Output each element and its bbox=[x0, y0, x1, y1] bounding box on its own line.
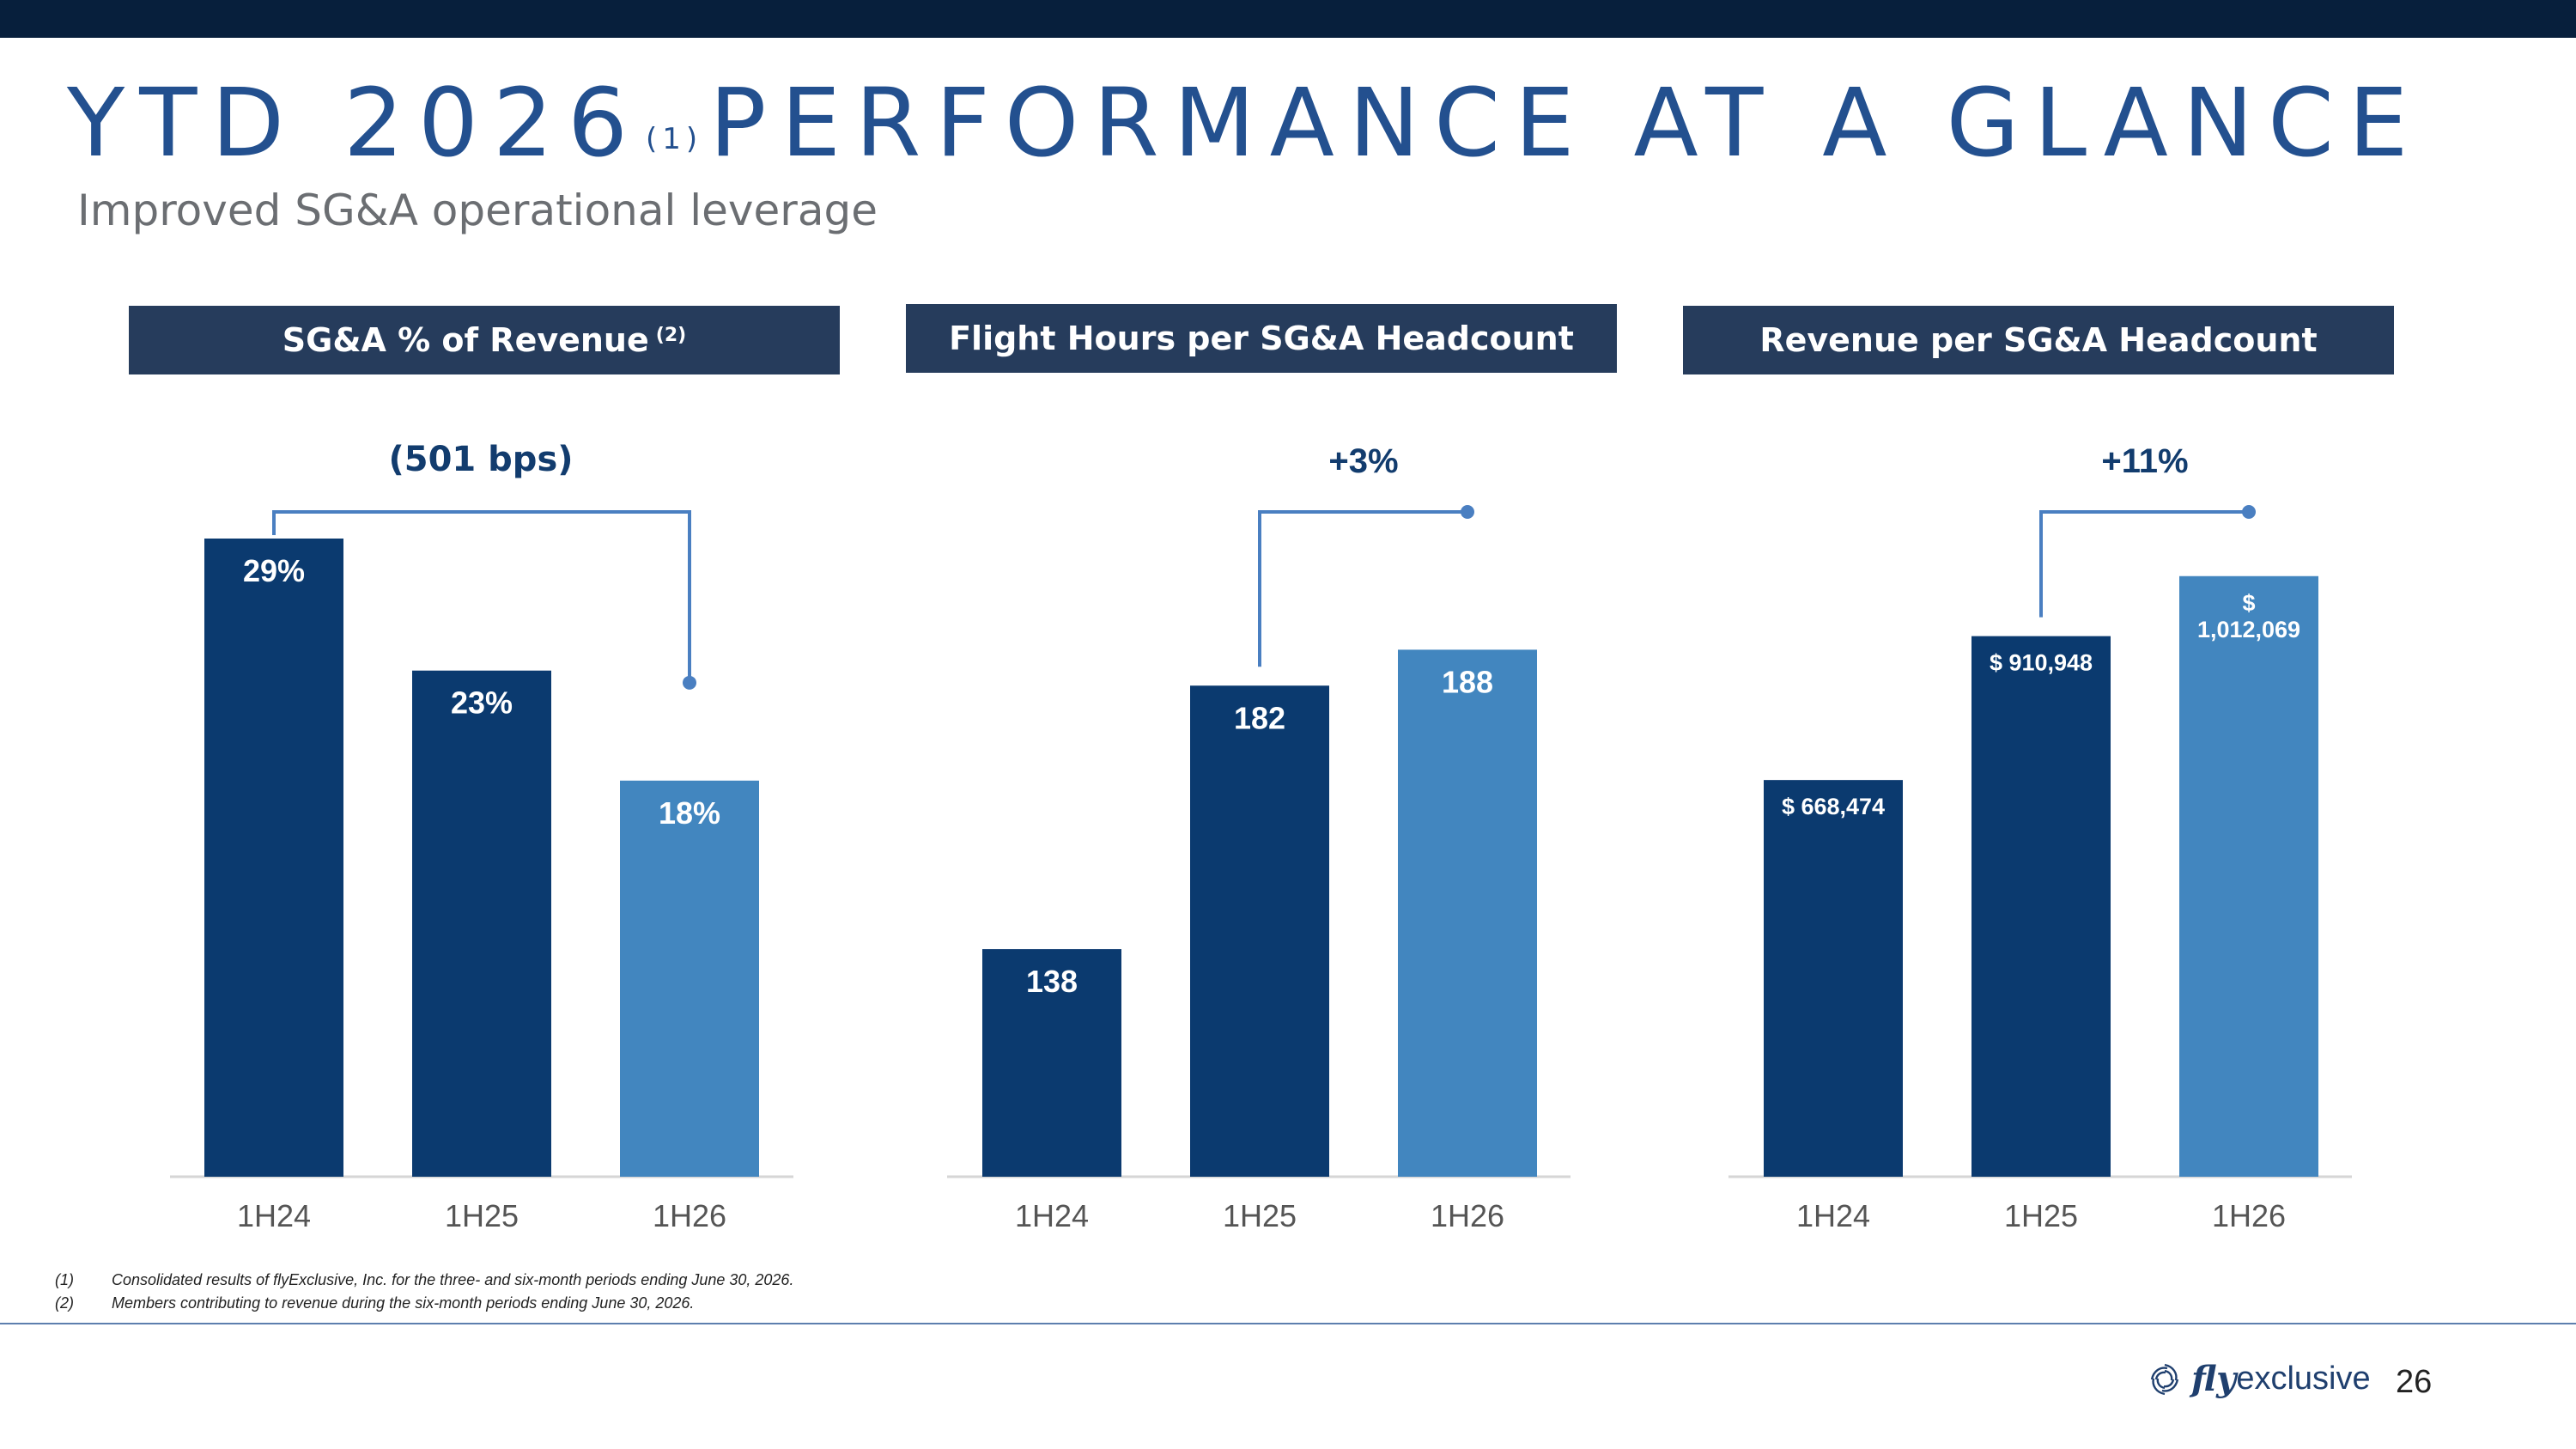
footnote-text: Consolidated results of flyExclusive, In… bbox=[112, 1271, 794, 1288]
logo-fly-text: fly bbox=[2191, 1359, 2237, 1399]
tick-label: 1H24 bbox=[1015, 1198, 1089, 1233]
tick-label: 1H25 bbox=[1223, 1198, 1297, 1233]
panel-header-flight-hours: Flight Hours per SG&A Headcount bbox=[906, 304, 1617, 373]
change-bracket bbox=[2039, 510, 2249, 618]
data-label: 29% bbox=[243, 553, 305, 588]
bar-1h26 bbox=[620, 780, 759, 1177]
title-rest: PERFORMANCE AT A GLANCE bbox=[709, 68, 2423, 178]
footnote-1: (1) Consolidated results of flyExclusive,… bbox=[55, 1272, 1085, 1288]
tick-label: 1H25 bbox=[2004, 1198, 2078, 1233]
change-bracket bbox=[272, 510, 691, 683]
tick-label: 1H25 bbox=[445, 1198, 519, 1233]
bar-1h25 bbox=[412, 670, 551, 1177]
page-number: 26 bbox=[2396, 1364, 2433, 1400]
bar-1h25 bbox=[1971, 636, 2111, 1177]
change-label: +3% bbox=[1328, 442, 1398, 480]
data-label: 23% bbox=[451, 685, 513, 721]
panel-header-revenue: Revenue per SG&A Headcount bbox=[1683, 306, 2394, 374]
panel-header-footnote: (2) bbox=[655, 324, 687, 346]
change-bracket-dot bbox=[683, 675, 696, 690]
tick-label: 1H26 bbox=[2212, 1198, 2286, 1233]
footnote-2: (2) Members contributing to revenue durin… bbox=[55, 1295, 1085, 1311]
tick-label: 1H24 bbox=[237, 1198, 311, 1233]
bar-1h26 bbox=[1398, 649, 1537, 1177]
data-label: $ 910,948 bbox=[1990, 650, 2093, 676]
bar-1h26 bbox=[2179, 575, 2318, 1177]
logo-exclusive-text: exclusive bbox=[2236, 1361, 2371, 1397]
page-title: YTD 2026 (1)PERFORMANCE AT A GLANCE bbox=[67, 76, 2422, 170]
tick-label: 1H24 bbox=[1796, 1198, 1870, 1233]
title-footnote-marker: (1) bbox=[646, 122, 703, 156]
panel-header-label: Revenue per SG&A Headcount bbox=[1759, 321, 2318, 359]
change-bracket-dot bbox=[2242, 505, 2256, 519]
tick-label: 1H26 bbox=[1431, 1198, 1504, 1233]
data-label: 188 bbox=[1442, 664, 1493, 699]
data-label: 18% bbox=[659, 795, 720, 831]
footer-divider bbox=[0, 1323, 2576, 1324]
change-bracket-dot bbox=[1461, 505, 1474, 519]
bar-1h24 bbox=[204, 539, 343, 1177]
bar-1h24 bbox=[982, 949, 1121, 1177]
change-bracket bbox=[1258, 510, 1467, 667]
footnote-text: Members contributing to revenue during t… bbox=[112, 1294, 695, 1312]
page-subtitle: Improved SG&A operational leverage bbox=[77, 186, 878, 235]
change-label: (501 bps) bbox=[388, 440, 573, 479]
bar-1h24 bbox=[1764, 780, 1903, 1177]
panel-header-label: Flight Hours per SG&A Headcount bbox=[949, 320, 1574, 357]
tick-label: 1H26 bbox=[653, 1198, 726, 1233]
data-label: $1,012,069 bbox=[2197, 590, 2300, 642]
top-band bbox=[0, 0, 2576, 38]
data-label: $ 668,474 bbox=[1782, 794, 1885, 819]
data-label: 138 bbox=[1026, 964, 1078, 999]
data-label: 182 bbox=[1234, 700, 1285, 735]
flyexclusive-logo: fly exclusive bbox=[2145, 1359, 2371, 1399]
change-label: +11% bbox=[2101, 442, 2188, 480]
footnote-number: (1) bbox=[55, 1271, 74, 1288]
panel-header-label: SG&A % of Revenue bbox=[282, 321, 649, 359]
title-main: YTD 2026 bbox=[67, 68, 642, 178]
bar-1h25 bbox=[1190, 685, 1329, 1177]
footnote-number: (2) bbox=[55, 1294, 74, 1312]
panel-header-sga-pct: SG&A % of Revenue (2) bbox=[129, 306, 840, 374]
logo-swirl-icon bbox=[2150, 1363, 2179, 1395]
